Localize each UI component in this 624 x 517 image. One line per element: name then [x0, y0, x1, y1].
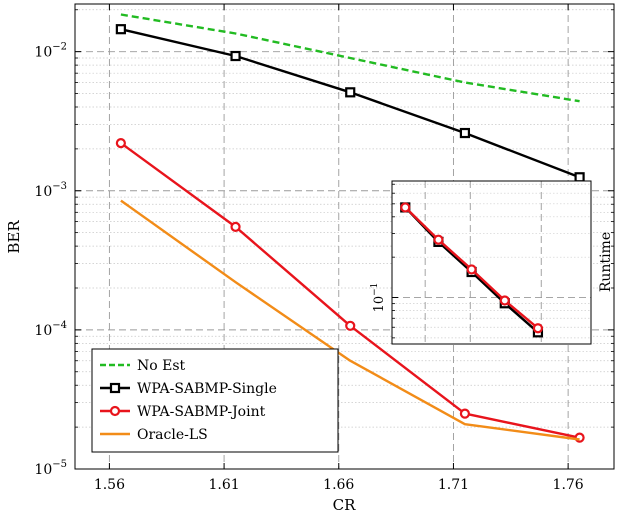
legend-label: No Est	[137, 358, 186, 374]
legend-label: Oracle-LS	[137, 427, 208, 443]
main-series	[115, 13, 585, 443]
inset-data-point	[400, 202, 411, 213]
y-tick-label: 10−2	[34, 42, 67, 61]
inset-data-point	[433, 234, 444, 245]
data-point	[574, 432, 585, 443]
series-line	[120, 13, 580, 103]
x-axis-label: CR	[333, 496, 356, 514]
inset-data-point	[499, 295, 510, 306]
legend-label: WPA-SABMP-Single	[137, 381, 277, 397]
data-point	[459, 408, 471, 419]
x-tick-label: 1.76	[553, 477, 584, 493]
legend-marker	[109, 405, 121, 417]
inset-background	[392, 181, 591, 344]
legend-label: WPA-SABMP-Joint	[137, 404, 266, 420]
x-tick-label: 1.56	[94, 477, 125, 493]
series-line	[120, 199, 580, 441]
inset-data-point	[532, 323, 544, 334]
legend: No Est WPA-SABMP-Single WPA-SABMP-Joint Ora…	[91, 348, 339, 453]
x-tick-label: 1.61	[208, 477, 239, 493]
main-plot-frame	[74, 3, 615, 470]
data-point	[230, 50, 241, 62]
data-point	[574, 172, 585, 183]
inset-y-axis-label: Runtime	[598, 232, 614, 292]
legend-marker	[109, 382, 121, 394]
inset-grid	[392, 181, 591, 344]
legend-box	[91, 348, 339, 453]
y-tick-label: 10−4	[34, 320, 67, 339]
y-axis-label: BER	[5, 220, 23, 254]
y-tick-label: 10−5	[34, 459, 67, 478]
x-tick-label: 1.66	[323, 477, 354, 493]
inset-plot-frame	[391, 180, 592, 345]
y-tick-label: 10−3	[34, 181, 67, 200]
inset-series	[400, 202, 544, 338]
data-point	[115, 24, 126, 35]
runtime-inset: 10−1 Runtime	[370, 180, 614, 345]
main-ticks: 10−5 10−4 10−3 10−2 1.56 1.61 1.66 1.71 1.76	[34, 4, 614, 493]
x-tick-label: 1.71	[438, 477, 469, 493]
inset-y-tick-label: 10−1	[370, 283, 387, 313]
inset-data-point	[466, 264, 477, 275]
data-point	[345, 320, 356, 331]
data-point	[459, 127, 471, 139]
data-point	[230, 221, 241, 232]
data-point	[345, 87, 356, 98]
inset-ticks: 10−1	[370, 183, 398, 339]
data-point	[115, 138, 126, 149]
